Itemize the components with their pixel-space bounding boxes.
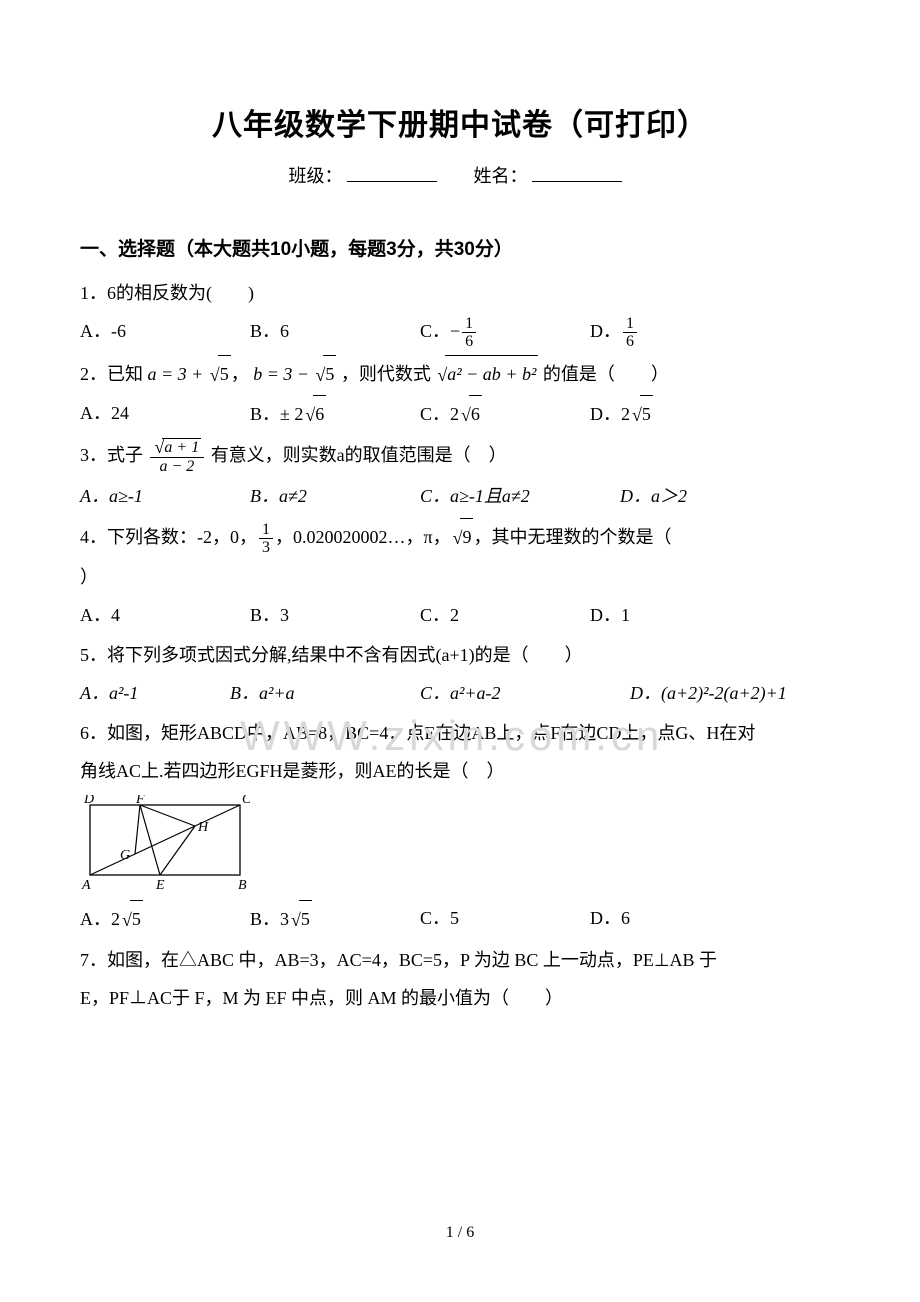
geometry-diagram-icon: D F C H G A E B xyxy=(80,795,250,891)
sqrt-icon: 5 xyxy=(289,900,312,938)
question-4-close: ） xyxy=(80,559,840,595)
label-E: E xyxy=(155,878,165,891)
fraction-icon: 16 xyxy=(462,315,476,351)
label-D: D xyxy=(83,795,94,807)
page-title: 八年级数学下册期中试卷（可打印） xyxy=(80,100,840,144)
sqrt-icon: a² − ab + b² xyxy=(435,355,538,393)
sqrt-icon: 5 xyxy=(630,395,653,433)
fraction-icon: a + 1 a − 2 xyxy=(150,438,205,476)
label-F: F xyxy=(135,795,145,807)
q5-opt-c: C．a²+a-2 xyxy=(420,675,630,711)
q4-opt-b: B．3 xyxy=(250,597,420,633)
label-C: C xyxy=(242,795,250,807)
sqrt-icon: 6 xyxy=(303,395,326,433)
q6-opt-b: B．35 xyxy=(250,900,420,938)
question-4-options: A．4 B．3 C．2 D．1 xyxy=(80,597,840,633)
sqrt-icon: 5 xyxy=(313,355,336,393)
class-blank xyxy=(347,181,437,182)
name-blank xyxy=(532,181,622,182)
sqrt-icon: 6 xyxy=(459,395,482,433)
sqrt-icon: 5 xyxy=(120,900,143,938)
question-5-options: A．a²-1 B．a²+a C．a²+a-2 D．(a+2)²-2(a+2)+1 xyxy=(80,675,840,711)
q1-opt-a: A．-6 xyxy=(80,313,250,351)
q3-opt-b: B．a≠2 xyxy=(250,478,420,514)
question-6-figure: D F C H G A E B xyxy=(80,795,840,896)
question-5: 5．将下列多项式因式分解,结果中不含有因式(a+1)的是（ ） xyxy=(80,637,840,673)
question-1-options: A．-6 B．6 C．−16 D．16 xyxy=(80,313,840,351)
question-3: 3．式子 a + 1 a − 2 有意义，则实数a的取值范围是（ ） xyxy=(80,437,840,476)
label-A: A xyxy=(81,878,91,891)
q3-opt-d: D．a＞2 xyxy=(620,478,790,514)
question-2-options: A．24 B．± 26 C．26 D．25 xyxy=(80,395,840,433)
q4-opt-a: A．4 xyxy=(80,597,250,633)
label-H: H xyxy=(197,820,209,835)
q2-opt-b: B．± 26 xyxy=(250,395,420,433)
label-B: B xyxy=(238,878,247,891)
q6-opt-a: A．25 xyxy=(80,900,250,938)
fraction-icon: 16 xyxy=(623,315,637,351)
question-6-line1: 6．如图，矩形ABCD中，AB=8，BC=4．点E在边AB上，点F在边CD上，点… xyxy=(80,715,840,751)
student-info-line: 班级： 姓名： xyxy=(80,162,840,188)
section-1-heading: 一、选择题（本大题共10小题，每题3分，共30分） xyxy=(80,234,840,261)
question-3-options: A．a≥-1 B．a≠2 C．a≥-1且a≠2 D．a＞2 xyxy=(80,478,840,514)
label-G: G xyxy=(120,848,130,863)
name-label: 姓名： xyxy=(474,166,528,186)
question-6-line2: 角线AC上.若四边形EGFH是菱形，则AE的长是（ ） xyxy=(80,753,840,789)
sqrt-icon: a + 1 xyxy=(153,438,202,458)
question-7-line1: 7．如图，在△ABC 中，AB=3，AC=4，BC=5，P 为边 BC 上一动点… xyxy=(80,942,840,978)
question-2: 2．已知 a = 3 + 5， b = 3 − 5 ，则代数式 a² − ab … xyxy=(80,355,840,393)
q2-opt-d: D．25 xyxy=(590,395,760,433)
q5-opt-d: D．(a+2)²-2(a+2)+1 xyxy=(630,675,800,711)
q5-opt-a: A．a²-1 xyxy=(80,675,230,711)
question-7-line2: E，PF⊥AC于 F，M 为 EF 中点，则 AM 的最小值为（ ） xyxy=(80,980,840,1016)
q6-opt-d: D．6 xyxy=(590,900,760,938)
question-6-options: A．25 B．35 C．5 D．6 xyxy=(80,900,840,938)
q1-opt-d: D．16 xyxy=(590,313,760,351)
page-footer: 1 / 6 xyxy=(0,1224,920,1242)
fraction-icon: 13 xyxy=(259,521,273,557)
q2-opt-c: C．26 xyxy=(420,395,590,433)
q2-opt-a: A．24 xyxy=(80,395,250,433)
q4-opt-d: D．1 xyxy=(590,597,760,633)
q1-opt-b: B．6 xyxy=(250,313,420,351)
class-label: 班级： xyxy=(289,166,343,186)
q3-opt-c: C．a≥-1且a≠2 xyxy=(420,478,620,514)
sqrt-icon: 5 xyxy=(208,355,231,393)
question-1: 1．6的相反数为( ) xyxy=(80,275,840,311)
q6-opt-c: C．5 xyxy=(420,900,590,938)
sqrt-icon: 9 xyxy=(451,518,474,556)
q5-opt-b: B．a²+a xyxy=(230,675,420,711)
question-4: 4．下列各数：-2，0，13，0.020020002…，π，9，其中无理数的个数… xyxy=(80,518,840,557)
q3-opt-a: A．a≥-1 xyxy=(80,478,250,514)
q1-opt-c: C．−16 xyxy=(420,313,590,351)
q4-opt-c: C．2 xyxy=(420,597,590,633)
